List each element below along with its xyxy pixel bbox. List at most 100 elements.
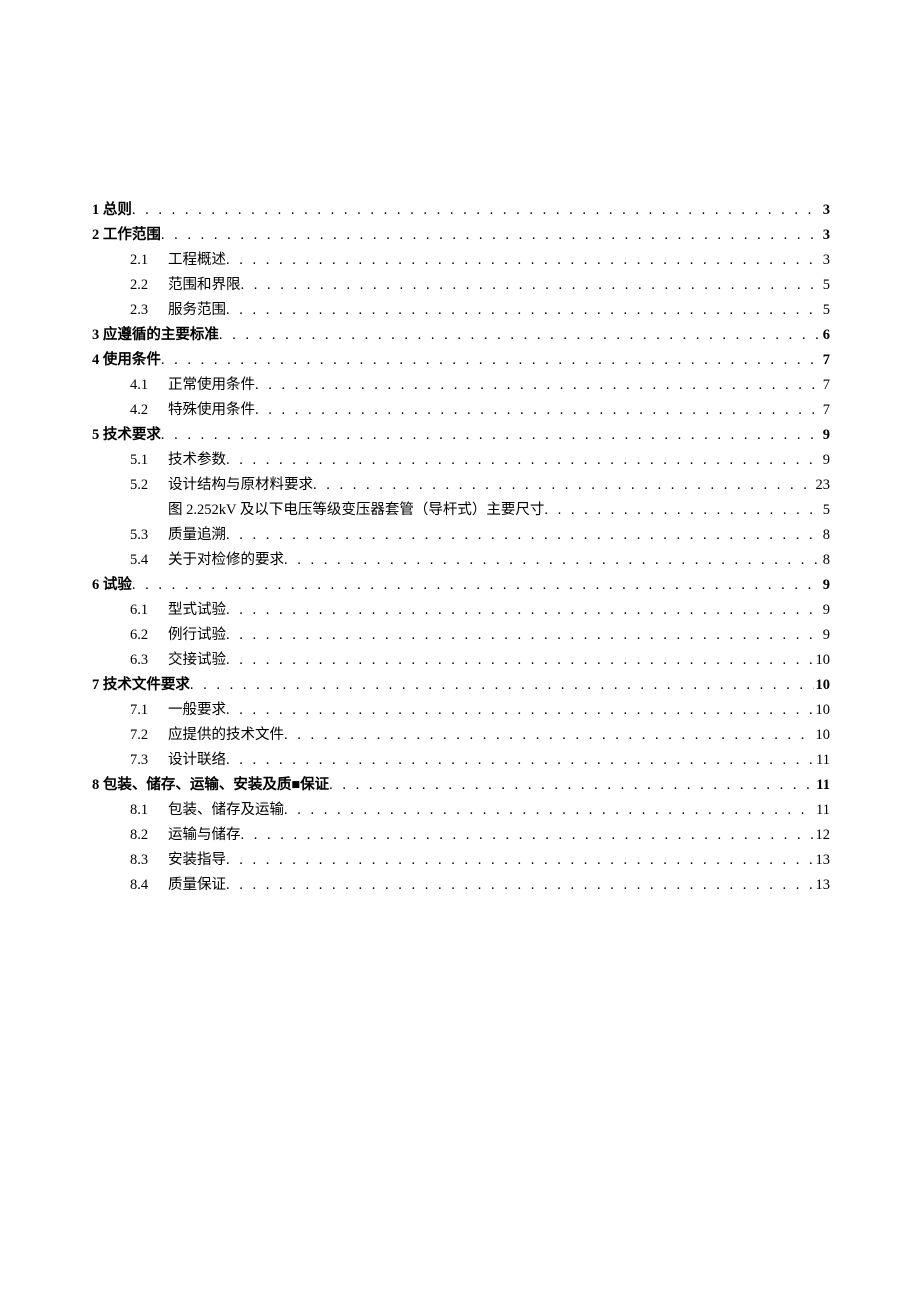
toc-entry-label: 6.1型式试验 [130,598,226,623]
toc-entry-label: 1 总则 [92,198,132,223]
toc-entry: 3 应遵循的主要标准6 [92,323,830,348]
toc-dot-leader [226,748,814,773]
toc-entry: 7.2应提供的技术文件 10 [92,723,830,748]
toc-entry-number: 7 [92,677,103,693]
toc-entry-page: 9 [821,598,830,623]
toc-entry-title: 一般要求 [168,702,226,718]
toc-entry-label: 5 技术要求 [92,423,161,448]
toc-entry-page: 7 [821,398,830,423]
toc-entry-number: 3 [92,327,103,343]
toc-entry-title: 正常使用条件 [168,377,255,393]
toc-entry: 6.3交接试验10 [92,648,830,673]
toc-entry-title: 质量追溯 [168,527,226,543]
toc-entry-label: 8.3安装指导 [130,848,226,873]
toc-entry-number: 1 [92,202,103,218]
toc-entry: 7 技术文件要求 10 [92,673,830,698]
toc-entry-title: 设计联络 [168,752,226,768]
toc-entry-label: 2 工作范围 [92,223,161,248]
toc-entry-number: 2.3 [130,298,168,323]
toc-entry-number: 4.2 [130,398,168,423]
toc-entry-label: 2.2范围和界限 [130,273,241,298]
table-of-contents: 1 总则32 工作范围32.1工程概述32.2范围和界限52.3服务范围53 应… [92,198,830,898]
toc-entry-title: 设计结构与原材料要求 [168,477,313,493]
toc-entry-title: 关于对检修的要求 [168,552,284,568]
toc-entry-page: 9 [821,423,830,448]
toc-entry-page: 9 [821,573,830,598]
toc-entry-number: 2.1 [130,248,168,273]
toc-entry-title: 服务范围 [168,302,226,318]
toc-entry-page: 5 [821,273,830,298]
toc-entry-page: 5 [821,498,830,523]
toc-dot-leader [161,348,821,373]
toc-entry-page: 10 [814,723,831,748]
toc-entry-number: 7.2 [130,723,168,748]
toc-entry: 7.3设计联络 11 [92,748,830,773]
toc-entry-title: 包装、储存及运输 [168,802,284,818]
toc-entry-page: 11 [814,748,830,773]
toc-dot-leader [544,498,820,523]
toc-entry-page: 11 [814,773,830,798]
toc-entry: 8.1包装、储存及运输11 [92,798,830,823]
toc-entry-page: 6 [821,323,830,348]
toc-entry-number: 5.3 [130,523,168,548]
toc-entry-number: 2.2 [130,273,168,298]
toc-entry-page: 10 [814,673,831,698]
toc-entry: 2.1工程概述3 [92,248,830,273]
toc-entry-number: 5.4 [130,548,168,573]
toc-entry-label: 8.2运输与储存 [130,823,241,848]
toc-entry-title: 应提供的技术文件 [168,727,284,743]
toc-entry-number: 6.3 [130,648,168,673]
toc-dot-leader [132,198,821,223]
toc-entry-page: 12 [814,823,831,848]
toc-entry-label: 4.2特殊使用条件 [130,398,255,423]
toc-entry-page: 5 [821,298,830,323]
toc-entry-title: 型式试验 [168,602,226,618]
toc-entry-title: 交接试验 [168,652,226,668]
toc-dot-leader [255,398,821,423]
toc-dot-leader [226,598,821,623]
toc-entry-page: 13 [814,873,831,898]
toc-entry-number: 5.2 [130,473,168,498]
toc-entry-title: 例行试验 [168,627,226,643]
toc-entry: 6.1型式试验 9 [92,598,830,623]
toc-entry-title: 包装、储存、运输、安装及质■保证 [103,777,329,793]
toc-entry-label: 8 包装、储存、运输、安装及质■保证 [92,773,329,798]
toc-entry-title: 工作范围 [103,227,161,243]
toc-entry: 8.2运输与储存 12 [92,823,830,848]
toc-entry-page: 3 [821,248,830,273]
toc-entry-number: 8.2 [130,823,168,848]
toc-entry-label: 4.1正常使用条件 [130,373,255,398]
toc-dot-leader [284,798,814,823]
toc-entry-title: 特殊使用条件 [168,402,255,418]
toc-dot-leader [132,573,821,598]
toc-entry-number: 4.1 [130,373,168,398]
toc-dot-leader [241,823,814,848]
toc-entry-label: 图 2.252kV 及以下电压等级变压器套管（导杆式）主要尺寸 [168,498,544,523]
toc-dot-leader [190,673,814,698]
toc-entry: 7.1一般要求10 [92,698,830,723]
toc-entry-title: 范围和界限 [168,277,241,293]
toc-dot-leader [161,423,821,448]
toc-entry-page: 8 [821,548,830,573]
toc-entry: 5 技术要求 9 [92,423,830,448]
toc-entry-label: 7.2应提供的技术文件 [130,723,284,748]
toc-dot-leader [226,648,814,673]
toc-entry-label: 2.3服务范围 [130,298,226,323]
toc-entry-number: 7.3 [130,748,168,773]
toc-entry-number: 6 [92,577,103,593]
toc-entry-title: 图 2.252kV 及以下电压等级变压器套管（导杆式）主要尺寸 [168,502,544,518]
toc-page: 1 总则32 工作范围32.1工程概述32.2范围和界限52.3服务范围53 应… [0,0,920,1301]
toc-entry-number: 5 [92,427,103,443]
toc-entry-label: 6.2例行试验 [130,623,226,648]
toc-entry: 8 包装、储存、运输、安装及质■保证 11 [92,773,830,798]
toc-entry-title: 技术文件要求 [103,677,190,693]
toc-entry-page: 3 [821,223,830,248]
toc-entry: 图 2.252kV 及以下电压等级变压器套管（导杆式）主要尺寸 5 [92,498,830,523]
toc-entry-title: 使用条件 [103,352,161,368]
toc-entry-title: 试验 [103,577,132,593]
toc-dot-leader [226,298,821,323]
toc-entry: 4.2特殊使用条件 7 [92,398,830,423]
toc-entry: 1 总则3 [92,198,830,223]
toc-entry-page: 9 [821,623,830,648]
toc-entry-number: 8.3 [130,848,168,873]
